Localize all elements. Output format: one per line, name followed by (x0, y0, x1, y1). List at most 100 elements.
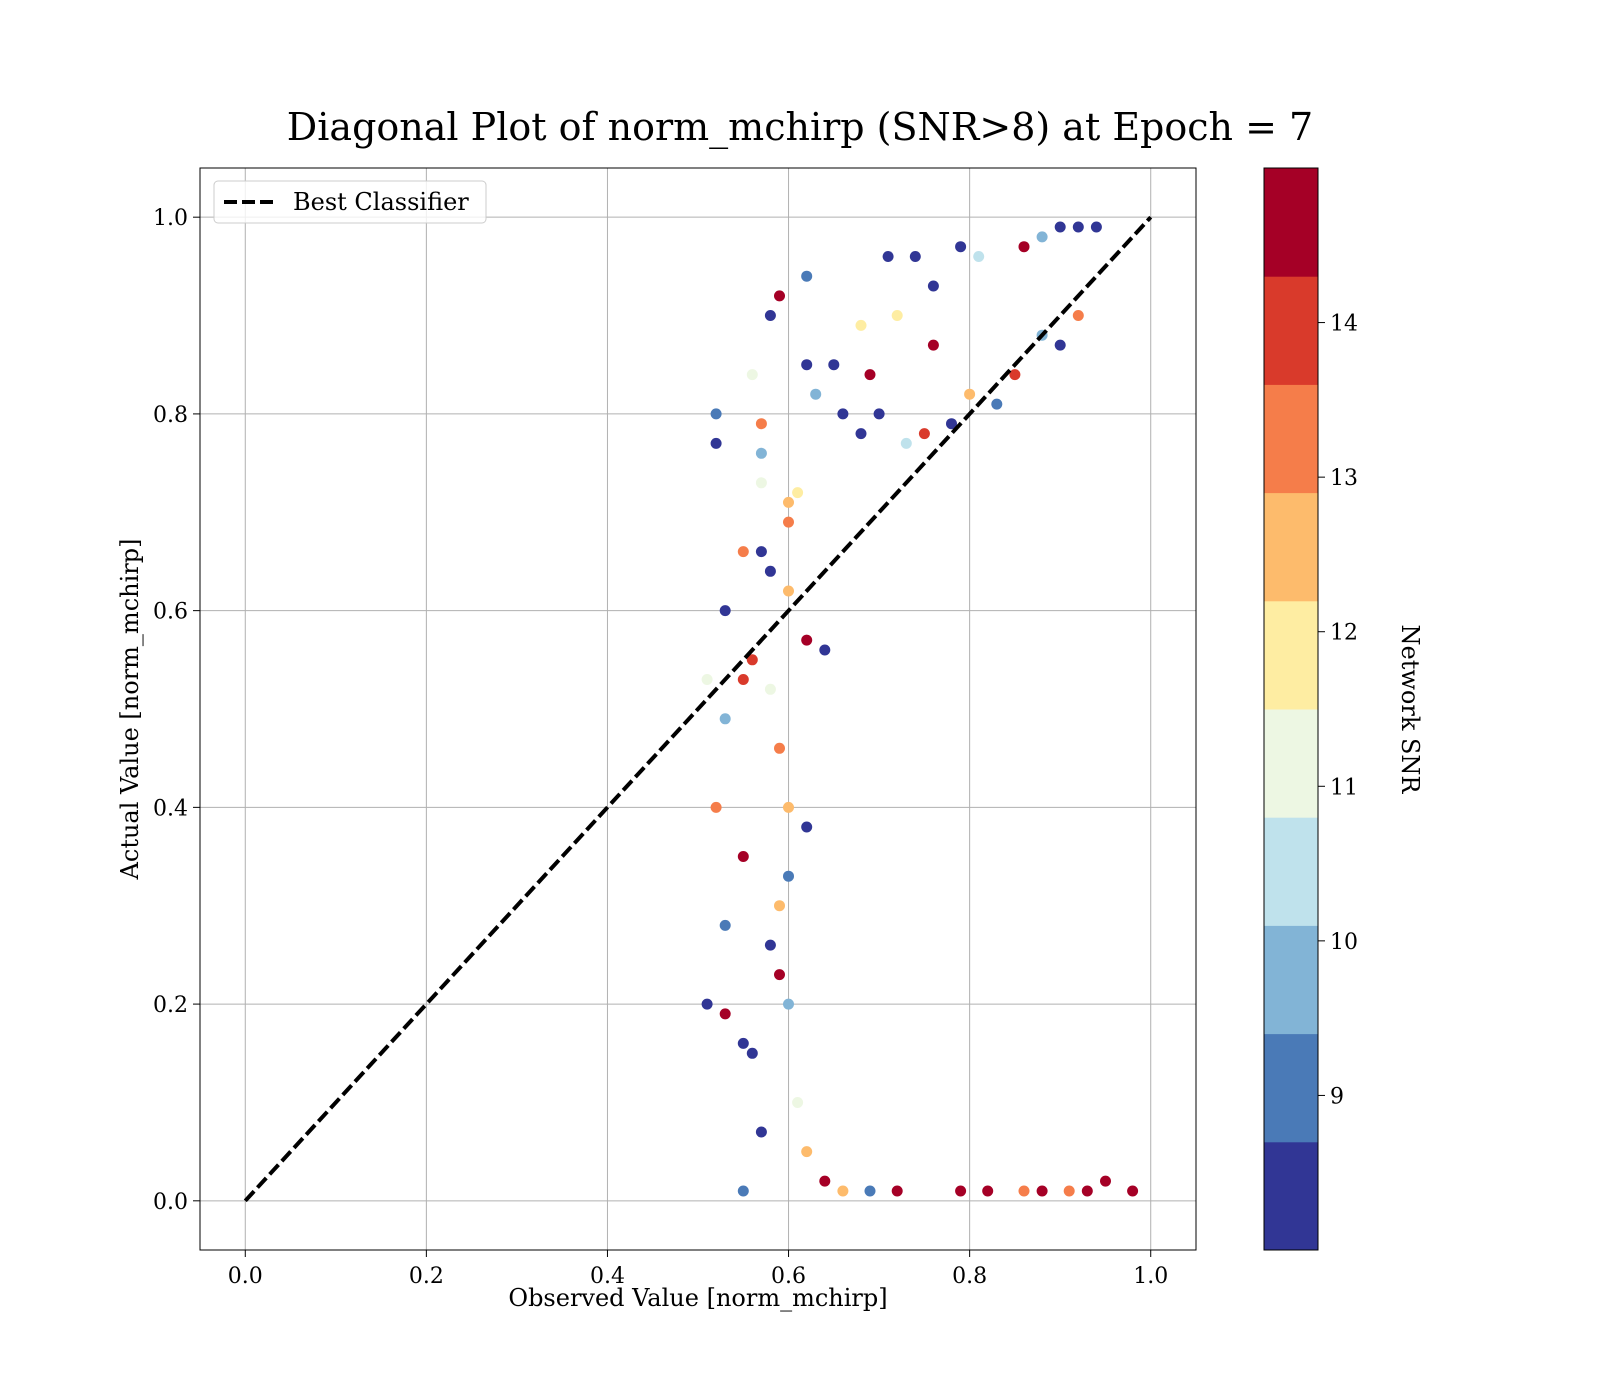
colorbar-tick-label: 11 (1330, 775, 1358, 800)
scatter-point (719, 713, 731, 725)
y-axis-ticks: 0.0 0.2 0.4 0.6 0.8 1.0 (153, 206, 200, 1215)
scatter-point (864, 1185, 876, 1197)
scatter-point (1090, 221, 1102, 233)
scatter-point (1054, 339, 1066, 351)
y-tick-label: 0.0 (153, 1190, 188, 1215)
legend-entry-best-classifier: Best Classifier (293, 188, 469, 216)
plot-area-frame (199, 167, 1197, 1251)
scatter-point (719, 605, 731, 617)
scatter-point (973, 251, 985, 262)
scatter-point (1036, 231, 1048, 243)
scatter-point (719, 1008, 731, 1020)
scatter-point (828, 359, 840, 371)
scatter-point (955, 1185, 967, 1197)
scatter-point (801, 1146, 813, 1158)
scatter-point (891, 1185, 903, 1197)
y-axis-label: Actual Value [norm_mchirp] (116, 539, 144, 881)
x-tick-label: 0.6 (771, 1264, 806, 1289)
reference-line-layer (243, 215, 1153, 1203)
scatter-point (982, 1185, 994, 1197)
scatter-points (701, 221, 1139, 1197)
scatter-point (737, 851, 749, 862)
scatter-point (774, 900, 785, 912)
scatter-point (746, 369, 758, 381)
scatter-point (1009, 369, 1021, 381)
scatter-point (737, 1037, 749, 1049)
scatter-point (1081, 1185, 1093, 1197)
colorbar-segment (1264, 1141, 1318, 1251)
scatter-point (755, 418, 767, 430)
colorbar-segment (1264, 1033, 1318, 1143)
scatter-point (837, 1185, 849, 1197)
scatter-point (746, 654, 758, 666)
scatter-point (701, 674, 713, 685)
scatter-point (737, 546, 749, 558)
y-tick-label: 0.2 (153, 993, 188, 1018)
scatter-point (764, 310, 776, 321)
scatter-point (1072, 310, 1084, 321)
legend-box (213, 180, 487, 224)
y-tick-label: 0.8 (153, 403, 188, 428)
colorbar-tick-label: 13 (1330, 466, 1358, 491)
scatter-point (964, 388, 976, 400)
scatter-point (819, 644, 831, 656)
colorbar-segment (1264, 817, 1318, 926)
scatter-point (774, 969, 785, 981)
scatter-point (1018, 1185, 1030, 1197)
colorbar-segment (1264, 492, 1318, 602)
x-tick-label: 0.4 (590, 1264, 625, 1289)
colorbar-ticks: 9 10 11 12 13 14 (1318, 312, 1358, 1109)
scatter-point (927, 339, 939, 351)
x-tick-label: 0.0 (228, 1264, 263, 1289)
scatter-point (755, 546, 767, 558)
scatter-point (764, 939, 776, 951)
colorbar-tick-label: 12 (1330, 621, 1358, 646)
scatter-point (774, 290, 785, 302)
scatter-point (801, 270, 813, 282)
scatter-point (1054, 221, 1066, 233)
scatter-point (900, 437, 912, 449)
colorbar-segment (1264, 276, 1318, 385)
scatter-point (746, 1047, 758, 1059)
colorbar-segment (1264, 168, 1318, 277)
scatter-point (755, 1126, 767, 1138)
y-tick-label: 1.0 (153, 206, 188, 231)
scatter-point (737, 1185, 749, 1197)
scatter-point (792, 1097, 804, 1108)
scatter-point (801, 634, 813, 646)
x-tick-label: 1.0 (1133, 1264, 1168, 1289)
scatter-point (1018, 241, 1030, 253)
y-tick-label: 0.4 (153, 796, 188, 821)
scatter-point (909, 251, 921, 262)
scatter-point (701, 998, 713, 1010)
scatter-point (1072, 221, 1084, 233)
scatter-point (1127, 1185, 1139, 1197)
scatter-point (737, 674, 749, 685)
scatter-point (755, 447, 767, 459)
y-tick-label: 0.6 (153, 600, 188, 625)
colorbar-segment (1264, 709, 1318, 818)
scatter-point (755, 477, 767, 489)
x-axis-label: Observed Value [norm_mchirp] (508, 1284, 887, 1312)
scatter-point (710, 801, 722, 813)
scatter-point (783, 801, 794, 813)
x-tick-label: 0.8 (952, 1264, 987, 1289)
legend: Best Classifier (213, 180, 487, 224)
scatter-point (1100, 1175, 1111, 1187)
colorbar-segment (1264, 925, 1318, 1035)
x-axis-ticks: 0.0 0.2 0.4 0.6 0.8 1.0 (228, 1250, 1168, 1289)
scatter-point (801, 821, 813, 833)
scatter-point (783, 870, 794, 882)
chart-title: Diagonal Plot of norm_mchirp (SNR>8) at … (287, 105, 1313, 150)
scatter-point (891, 310, 903, 321)
scatter-point (792, 487, 804, 499)
scatter-point (864, 369, 876, 381)
colorbar-segment (1264, 600, 1318, 710)
scatter-point (710, 437, 722, 449)
colorbar-segment (1264, 384, 1318, 494)
scatter-point (873, 408, 885, 420)
scatter-point (783, 496, 794, 508)
scatter-point (810, 388, 822, 400)
colorbar-tick-label: 14 (1330, 312, 1358, 337)
scatter-point (991, 398, 1003, 410)
